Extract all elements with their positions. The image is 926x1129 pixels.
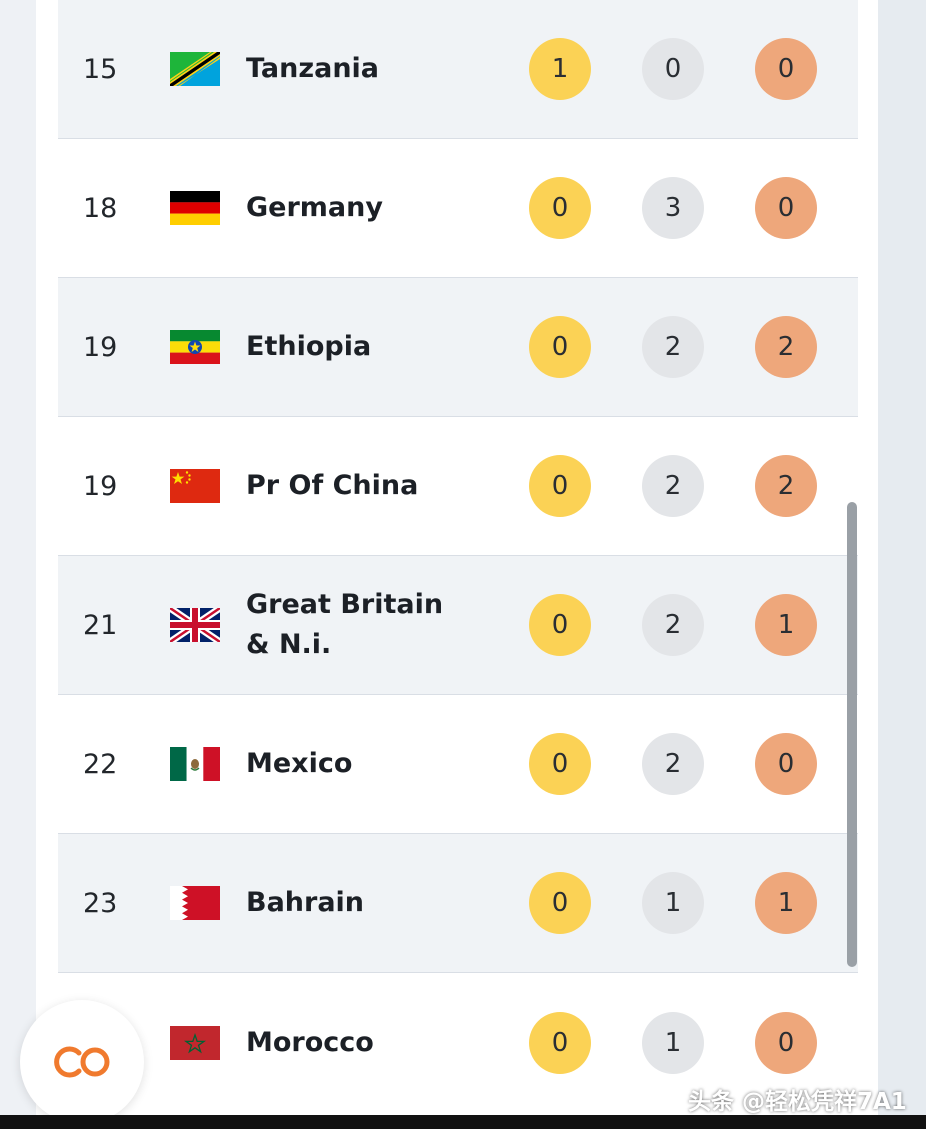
- table-row[interactable]: 22 Mexico 0 2 0: [58, 695, 858, 834]
- silver-count: 1: [642, 1012, 704, 1074]
- gold-count: 0: [529, 872, 591, 934]
- gold-count: 0: [529, 455, 591, 517]
- gold-count: 1: [529, 38, 591, 100]
- medals-table: 15 Tanzania 1 0 0 18 Germany 0: [58, 0, 858, 1112]
- table-row[interactable]: 19 Ethiopia 0 2 2: [58, 278, 858, 417]
- bottom-bar: [0, 1115, 926, 1129]
- country-name: Ethiopia: [246, 278, 486, 416]
- ethiopia-flag-icon: [170, 330, 220, 364]
- bronze-count: 2: [755, 316, 817, 378]
- bronze-count: 0: [755, 38, 817, 100]
- great-britain-flag-icon: [170, 608, 220, 642]
- bronze-count: 1: [755, 872, 817, 934]
- country-name: Tanzania: [246, 0, 486, 138]
- gold-count: 0: [529, 594, 591, 656]
- gold-count: 0: [529, 177, 591, 239]
- rank: 22: [83, 695, 117, 833]
- rank: 15: [83, 0, 117, 138]
- rank: 19: [83, 417, 117, 555]
- country-name: Great Britain & N.i.: [246, 556, 461, 694]
- table-row[interactable]: 19 Pr Of China 0 2 2: [58, 417, 858, 556]
- bahrain-flag-icon: [170, 886, 220, 920]
- rank: 23: [83, 834, 117, 972]
- right-gutter: [878, 0, 926, 1115]
- table-row[interactable]: 18 Germany 0 3 0: [58, 139, 858, 278]
- gold-count: 0: [529, 316, 591, 378]
- silver-count: 2: [642, 594, 704, 656]
- scrollbar[interactable]: [847, 502, 857, 967]
- china-flag-icon: [170, 469, 220, 503]
- bronze-count: 0: [755, 177, 817, 239]
- rank: 18: [83, 139, 117, 277]
- country-name: Mexico: [246, 695, 486, 833]
- table-row[interactable]: 15 Tanzania 1 0 0: [58, 0, 858, 139]
- morocco-flag-icon: [170, 1026, 220, 1060]
- gold-count: 0: [529, 1012, 591, 1074]
- silver-count: 2: [642, 733, 704, 795]
- watermark-text: 头条 @轻松凭祥7A1: [688, 1082, 907, 1116]
- tanzania-flag-icon: [170, 52, 220, 86]
- bronze-count: 0: [755, 1012, 817, 1074]
- left-gutter: [0, 0, 36, 1129]
- country-name: Morocco: [246, 973, 486, 1112]
- silver-count: 2: [642, 316, 704, 378]
- silver-count: 1: [642, 872, 704, 934]
- country-name: Germany: [246, 139, 486, 277]
- country-name: Pr Of China: [246, 417, 486, 555]
- floating-action-button[interactable]: [20, 1000, 144, 1124]
- bronze-count: 2: [755, 455, 817, 517]
- bronze-count: 0: [755, 733, 817, 795]
- germany-flag-icon: [170, 191, 220, 225]
- rank: 19: [83, 278, 117, 416]
- gold-count: 0: [529, 733, 591, 795]
- mexico-flag-icon: [170, 747, 220, 781]
- silver-count: 2: [642, 455, 704, 517]
- co-logo-icon: [49, 1045, 115, 1079]
- silver-count: 0: [642, 38, 704, 100]
- country-name: Bahrain: [246, 834, 486, 972]
- rank: 21: [83, 556, 117, 694]
- silver-count: 3: [642, 177, 704, 239]
- table-row[interactable]: 23 Bahrain 0 1 1: [58, 834, 858, 973]
- table-row[interactable]: 21 Great Britain & N.i. 0 2 1: [58, 556, 858, 695]
- bronze-count: 1: [755, 594, 817, 656]
